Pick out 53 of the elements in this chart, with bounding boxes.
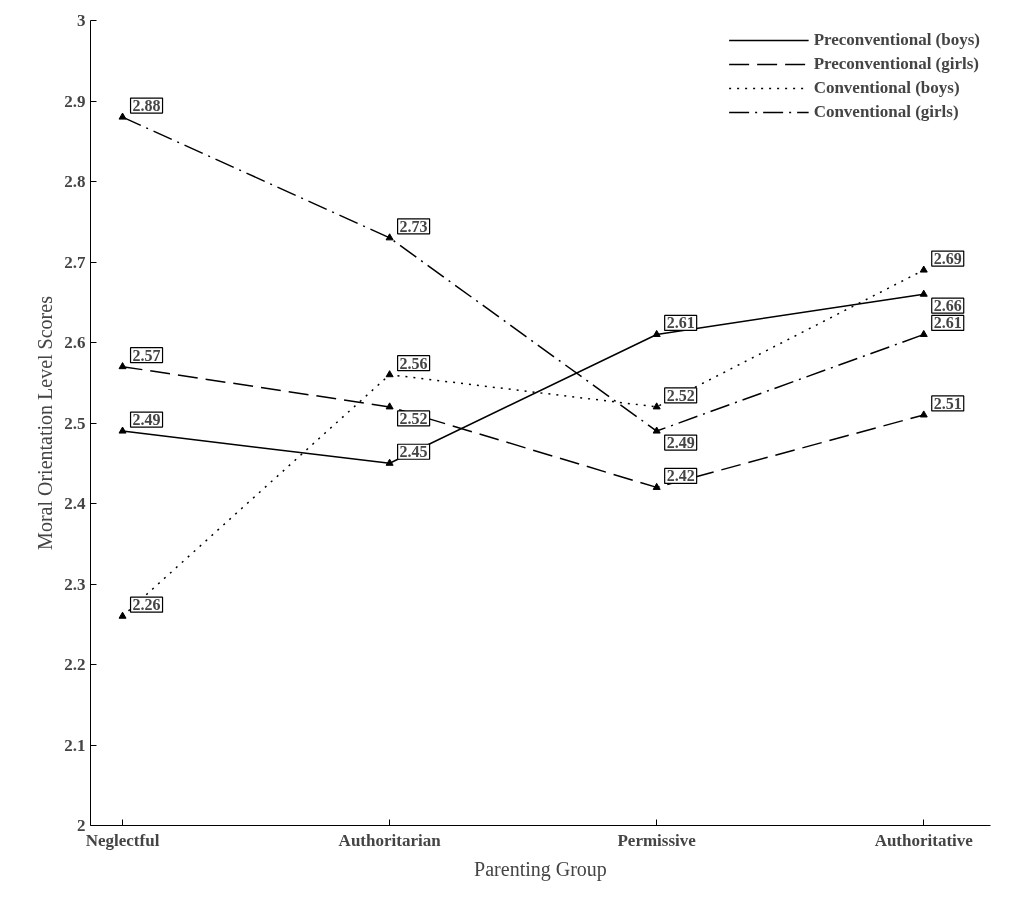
y-tick-label: 2.2 (64, 655, 86, 674)
point (385, 458, 394, 466)
data-label: 2.88 (132, 97, 161, 115)
point (652, 329, 661, 337)
point (118, 112, 127, 120)
y-tick-label: 3 (77, 11, 86, 30)
x-tick-label: Authoritarian (338, 830, 442, 850)
point (118, 611, 127, 619)
y-tick-label: 2 (77, 816, 86, 835)
x-tick-label: Permissive (617, 830, 697, 850)
point (652, 402, 661, 410)
data-label: 2.57 (132, 346, 161, 364)
y-tick-label: 2.5 (64, 413, 86, 433)
y-tick-label: 2.7 (64, 252, 86, 272)
data-label: 2.69 (933, 250, 962, 268)
y-tick-label: 2.6 (64, 333, 86, 352)
point (385, 402, 394, 410)
data-label: 2.49 (132, 411, 161, 429)
y-tick-label: 2.1 (64, 735, 86, 755)
data-label: 2.45 (399, 443, 428, 461)
x-tick-label: Authoritative (874, 830, 974, 850)
point (919, 410, 928, 418)
data-label: 2.61 (666, 314, 695, 332)
point (118, 362, 127, 370)
point (652, 482, 661, 490)
data-label: 2.42 (666, 467, 695, 485)
y-tick-label: 2.4 (64, 494, 86, 513)
data-label: 2.51 (933, 394, 962, 412)
point (919, 265, 928, 273)
x-axis-title: Parenting Group (474, 857, 607, 881)
point (385, 233, 394, 241)
legend-label: Preconventional (girls) (813, 54, 980, 74)
point (919, 289, 928, 297)
legend-label: Preconventional (boys) (813, 30, 980, 50)
data-label: 2.56 (399, 354, 428, 372)
data-label: 2.49 (666, 434, 695, 452)
y-axis-title: Moral Orientation Level Scores (34, 295, 57, 550)
legend-label: Conventional (boys) (813, 78, 960, 98)
point (652, 426, 661, 434)
y-tick-label: 2.8 (64, 172, 86, 191)
y-tick-label: 2.3 (64, 574, 86, 594)
point (919, 329, 928, 337)
data-label: 2.52 (666, 386, 695, 404)
data-label: 2.66 (933, 297, 962, 315)
point (385, 370, 394, 378)
data-label: 2.26 (132, 596, 161, 614)
data-label: 2.52 (399, 409, 428, 427)
y-tick-label: 2.9 (64, 91, 86, 111)
point (118, 426, 127, 434)
data-label: 2.73 (399, 217, 428, 235)
legend-label: Conventional (girls) (813, 102, 959, 122)
data-label: 2.61 (933, 314, 962, 332)
x-tick-label: Neglectful (85, 830, 160, 850)
